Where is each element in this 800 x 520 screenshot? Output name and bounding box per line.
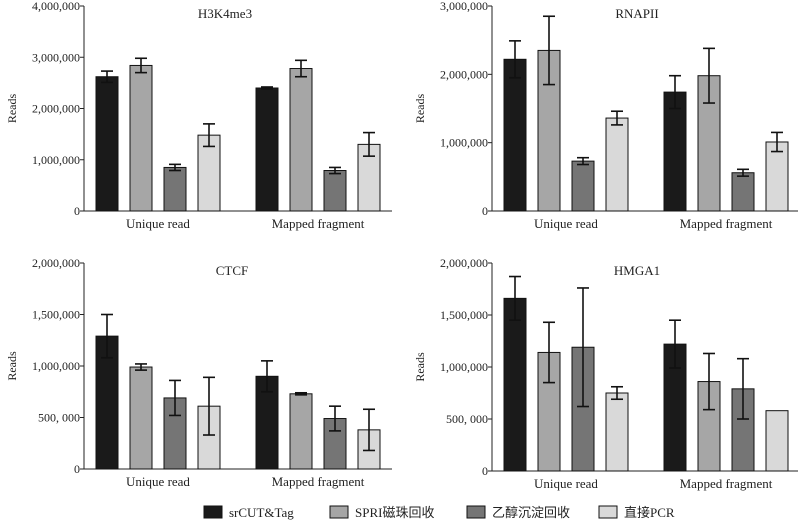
chart-title: HMGA1 — [614, 263, 660, 278]
bar — [323, 170, 347, 212]
legend-swatch — [329, 505, 349, 519]
bar — [255, 87, 279, 212]
y-tick-label: 2,000,000 — [440, 256, 488, 270]
legend-label: 乙醇沉淀回收 — [492, 505, 570, 520]
y-tick-label: 1,000,000 — [440, 136, 488, 150]
y-tick-label: 1,500,000 — [32, 308, 80, 322]
y-axis-label: Reads — [5, 351, 19, 381]
y-tick-label: 3,000,000 — [440, 0, 488, 13]
bar — [605, 117, 629, 212]
bar — [503, 297, 527, 472]
chart-panel-rnapii: 0 1,000,000 2,000,000 3,000,000 Reads RNAPII U… — [413, 0, 798, 231]
y-tick-label: 0 — [482, 204, 488, 218]
x-category-label: Mapped fragment — [680, 216, 773, 231]
bar — [129, 366, 153, 470]
bar — [95, 76, 119, 212]
bar — [289, 393, 313, 470]
y-tick-label: 3,000,000 — [32, 50, 80, 64]
y-tick-label: 1,500,000 — [440, 308, 488, 322]
x-category-label: Unique read — [534, 216, 598, 231]
bar — [503, 58, 527, 212]
y-tick-label: 1,000,000 — [32, 153, 80, 167]
y-tick-label: 4,000,000 — [32, 0, 80, 13]
bar — [289, 68, 313, 212]
legend-label: srCUT&Tag — [229, 505, 294, 520]
x-category-label: Mapped fragment — [272, 474, 365, 489]
bar — [571, 160, 595, 212]
x-category-label: Unique read — [126, 474, 190, 489]
y-tick-label: 1,000,000 — [440, 360, 488, 374]
y-axis-label: Reads — [5, 94, 19, 124]
legend-item: 乙醇沉淀回收 — [466, 505, 570, 520]
y-tick-label: 0 — [482, 464, 488, 478]
legend-swatch — [466, 505, 486, 519]
bar — [663, 91, 687, 212]
x-category-label: Mapped fragment — [272, 216, 365, 231]
chart-panel-ctcf: 0 500, 000 1,000,000 1,500,000 2,000,000 Read… — [5, 256, 392, 489]
y-tick-label: 0 — [74, 204, 80, 218]
bar — [605, 392, 629, 472]
x-category-label: Unique read — [126, 216, 190, 231]
chart-title: H3K4me3 — [198, 6, 252, 21]
chart-panel-h3k4me3: 0 1,000,000 2,000,000 3,000,000 4,000,000 Rea… — [5, 0, 392, 231]
bar — [731, 172, 755, 212]
y-axis-label: Reads — [413, 94, 427, 124]
y-tick-label: 2,000,000 — [32, 256, 80, 270]
chart-panel-hmga1: 0 500, 000 1,000,000 1,500,000 2,000,000 Read… — [413, 256, 798, 491]
legend: srCUT&Tag SPRI磁珠回收 乙醇沉淀回收 直接PCR — [203, 505, 675, 520]
legend-label: 直接PCR — [624, 505, 675, 520]
y-tick-label: 2,000,000 — [440, 67, 488, 81]
y-tick-label: 500, 000 — [446, 412, 488, 426]
bar — [765, 410, 789, 472]
legend-item: srCUT&Tag — [203, 505, 294, 520]
legend-label: SPRI磁珠回收 — [355, 505, 434, 520]
y-tick-label: 0 — [74, 462, 80, 476]
y-tick-label: 2,000,000 — [32, 102, 80, 116]
x-category-label: Unique read — [534, 476, 598, 491]
y-tick-label: 500, 000 — [38, 411, 80, 425]
bar — [163, 166, 187, 212]
legend-swatch — [598, 505, 618, 519]
legend-item: 直接PCR — [598, 505, 675, 520]
legend-item: SPRI磁珠回收 — [329, 505, 434, 520]
chart-title: CTCF — [216, 263, 249, 278]
y-axis-label: Reads — [413, 352, 427, 382]
bar — [129, 64, 153, 212]
chart-title: RNAPII — [615, 6, 658, 21]
x-category-label: Mapped fragment — [680, 476, 773, 491]
legend-swatch — [203, 505, 223, 519]
y-tick-label: 1,000,000 — [32, 359, 80, 373]
